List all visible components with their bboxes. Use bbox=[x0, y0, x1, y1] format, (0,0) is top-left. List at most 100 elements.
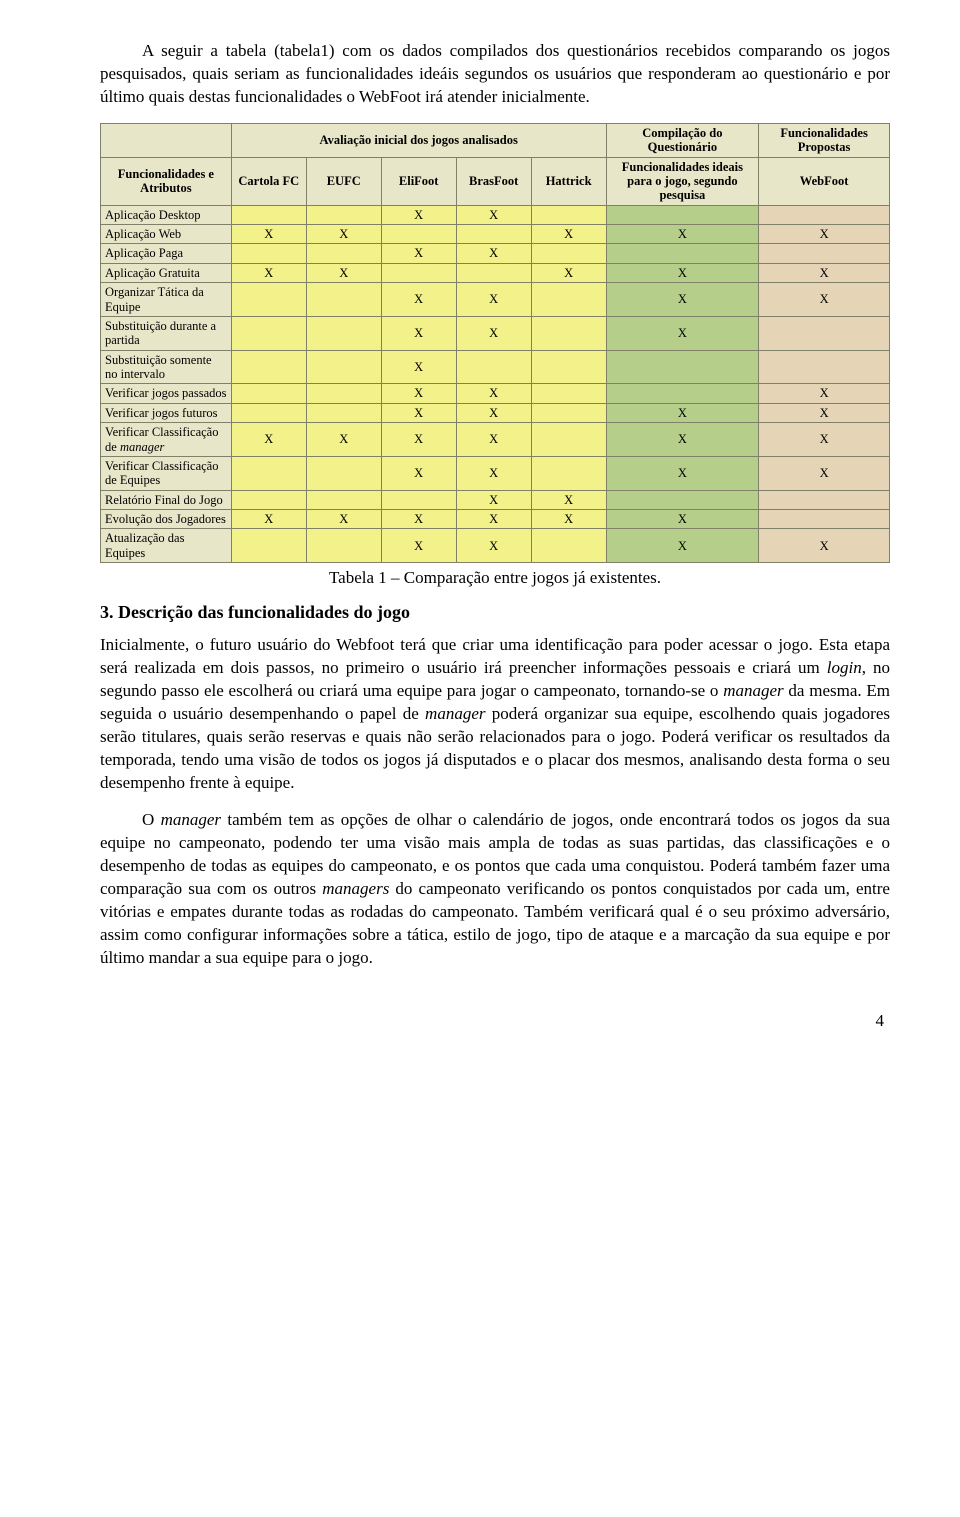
eval-cell: X bbox=[306, 263, 381, 282]
eval-cell bbox=[531, 403, 606, 422]
comp-cell: X bbox=[606, 316, 759, 350]
header-c5: Hattrick bbox=[531, 157, 606, 205]
eval-cell bbox=[381, 263, 456, 282]
row-label: Verificar jogos passados bbox=[101, 384, 232, 403]
comp-cell: X bbox=[606, 529, 759, 563]
eval-cell: X bbox=[456, 403, 531, 422]
eval-cell: X bbox=[306, 225, 381, 244]
eval-cell: X bbox=[456, 244, 531, 263]
table-row: Substituição durante a partidaXXX bbox=[101, 316, 890, 350]
eval-cell: X bbox=[231, 510, 306, 529]
eval-cell bbox=[231, 244, 306, 263]
eval-cell: X bbox=[306, 423, 381, 457]
eval-cell: X bbox=[531, 510, 606, 529]
header-comp-sub: Funcionalidades ideais para o jogo, segu… bbox=[606, 157, 759, 205]
eval-cell bbox=[531, 529, 606, 563]
row-label: Substituição somente no intervalo bbox=[101, 350, 232, 384]
header-attr: Funcionalidades e Atributos bbox=[101, 157, 232, 205]
table-row: Verificar Classificação de EquipesXXXX bbox=[101, 456, 890, 490]
table-row: Atualização das EquipesXXXX bbox=[101, 529, 890, 563]
eval-cell: X bbox=[381, 384, 456, 403]
comparison-table-container: Avaliação inicial dos jogos analisados C… bbox=[100, 123, 890, 563]
table-row: Verificar jogos futurosXXXX bbox=[101, 403, 890, 422]
eval-cell: X bbox=[381, 403, 456, 422]
eval-cell bbox=[231, 403, 306, 422]
section-heading: 3. Descrição das funcionalidades do jogo bbox=[100, 600, 890, 624]
eval-cell: X bbox=[381, 510, 456, 529]
header-prop-sub: WebFoot bbox=[759, 157, 890, 205]
table-row: Relatório Final do Jogo XX bbox=[101, 490, 890, 509]
eval-cell: X bbox=[381, 244, 456, 263]
row-label: Atualização das Equipes bbox=[101, 529, 232, 563]
table-header-row-2: Funcionalidades e Atributos Cartola FC E… bbox=[101, 157, 890, 205]
prop-cell: X bbox=[759, 384, 890, 403]
table-row: Aplicação DesktopXX bbox=[101, 205, 890, 224]
comp-cell bbox=[606, 384, 759, 403]
intro-paragraph: A seguir a tabela (tabela1) com os dados… bbox=[100, 40, 890, 109]
table-row: Aplicação PagaXX bbox=[101, 244, 890, 263]
table-caption: Tabela 1 – Comparação entre jogos já exi… bbox=[100, 567, 890, 590]
comp-cell: X bbox=[606, 456, 759, 490]
table-header-row-1: Avaliação inicial dos jogos analisados C… bbox=[101, 123, 890, 157]
comp-cell: X bbox=[606, 510, 759, 529]
table-row: Verificar jogos passadosXXX bbox=[101, 384, 890, 403]
eval-cell bbox=[306, 384, 381, 403]
comp-cell bbox=[606, 244, 759, 263]
eval-cell: X bbox=[231, 225, 306, 244]
eval-cell: X bbox=[381, 529, 456, 563]
row-label: Aplicação Web bbox=[101, 225, 232, 244]
eval-cell: X bbox=[531, 225, 606, 244]
prop-cell: X bbox=[759, 423, 890, 457]
eval-cell bbox=[456, 263, 531, 282]
eval-cell: X bbox=[381, 316, 456, 350]
eval-cell: X bbox=[456, 510, 531, 529]
prop-cell bbox=[759, 510, 890, 529]
eval-cell bbox=[306, 283, 381, 317]
header-c4: BrasFoot bbox=[456, 157, 531, 205]
eval-cell bbox=[531, 316, 606, 350]
eval-cell: X bbox=[531, 490, 606, 509]
eval-cell bbox=[306, 244, 381, 263]
eval-cell: X bbox=[456, 423, 531, 457]
eval-cell bbox=[231, 456, 306, 490]
eval-cell bbox=[306, 350, 381, 384]
eval-cell: X bbox=[456, 283, 531, 317]
table-row: Aplicação GratuitaXXXXX bbox=[101, 263, 890, 282]
eval-cell: X bbox=[456, 316, 531, 350]
row-label: Relatório Final do Jogo bbox=[101, 490, 232, 509]
prop-cell: X bbox=[759, 403, 890, 422]
eval-cell: X bbox=[456, 490, 531, 509]
comp-cell: X bbox=[606, 403, 759, 422]
eval-cell bbox=[531, 244, 606, 263]
eval-cell bbox=[531, 384, 606, 403]
header-c3: EliFoot bbox=[381, 157, 456, 205]
eval-cell bbox=[456, 225, 531, 244]
row-label: Aplicação Desktop bbox=[101, 205, 232, 224]
row-label: Evolução dos Jogadores bbox=[101, 510, 232, 529]
comp-cell bbox=[606, 490, 759, 509]
row-label: Substituição durante a partida bbox=[101, 316, 232, 350]
row-label: Verificar Classificação de Equipes bbox=[101, 456, 232, 490]
prop-cell: X bbox=[759, 225, 890, 244]
eval-cell: X bbox=[231, 423, 306, 457]
row-label: Verificar jogos futuros bbox=[101, 403, 232, 422]
eval-cell bbox=[231, 316, 306, 350]
prop-cell bbox=[759, 244, 890, 263]
para-2: Inicialmente, o futuro usuário do Webfoo… bbox=[100, 634, 890, 795]
eval-cell: X bbox=[381, 205, 456, 224]
prop-cell bbox=[759, 350, 890, 384]
eval-cell bbox=[306, 316, 381, 350]
comparison-table: Avaliação inicial dos jogos analisados C… bbox=[100, 123, 890, 563]
eval-cell bbox=[306, 205, 381, 224]
header-comp: Compilação do Questionário bbox=[606, 123, 759, 157]
eval-cell bbox=[531, 350, 606, 384]
table-row: Verificar Classificação de managerXXXXXX bbox=[101, 423, 890, 457]
comp-cell: X bbox=[606, 225, 759, 244]
eval-cell bbox=[231, 205, 306, 224]
eval-cell bbox=[531, 205, 606, 224]
header-c2: EUFC bbox=[306, 157, 381, 205]
eval-cell: X bbox=[381, 350, 456, 384]
header-prop: Funcionalidades Propostas bbox=[759, 123, 890, 157]
table-row: Evolução dos JogadoresXXXXXX bbox=[101, 510, 890, 529]
eval-cell bbox=[306, 403, 381, 422]
